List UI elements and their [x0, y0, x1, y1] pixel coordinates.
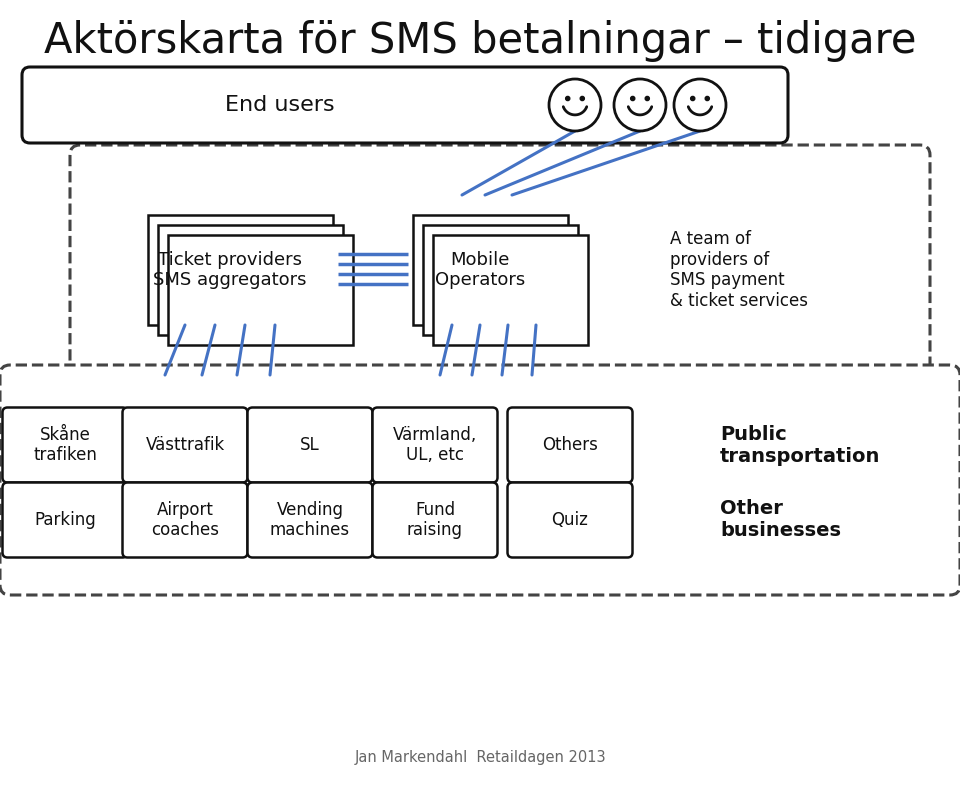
Circle shape	[706, 96, 709, 100]
Text: Parking: Parking	[35, 511, 96, 529]
Text: Vending
machines: Vending machines	[270, 501, 350, 540]
Bar	[148, 215, 332, 325]
Text: Värmland,
UL, etc: Värmland, UL, etc	[393, 426, 477, 465]
FancyBboxPatch shape	[3, 483, 128, 558]
Circle shape	[674, 79, 726, 131]
FancyBboxPatch shape	[508, 408, 633, 483]
Circle shape	[690, 96, 695, 100]
Circle shape	[580, 96, 585, 100]
FancyBboxPatch shape	[70, 145, 930, 380]
Bar	[167, 235, 352, 345]
Circle shape	[565, 96, 570, 100]
Circle shape	[645, 96, 649, 100]
FancyBboxPatch shape	[123, 483, 248, 558]
Text: Skåne
trafiken: Skåne trafiken	[33, 426, 97, 465]
Text: End users: End users	[226, 95, 335, 115]
Text: SL: SL	[300, 436, 320, 454]
Bar	[422, 225, 578, 335]
Text: Mobile
Operators: Mobile Operators	[435, 250, 525, 289]
Text: Airport
coaches: Airport coaches	[151, 501, 219, 540]
Text: A team of
providers of
SMS payment
& ticket services: A team of providers of SMS payment & tic…	[670, 230, 808, 310]
Bar	[413, 215, 567, 325]
Text: Other
businesses: Other businesses	[720, 499, 841, 540]
FancyBboxPatch shape	[22, 67, 788, 143]
FancyBboxPatch shape	[372, 483, 497, 558]
FancyBboxPatch shape	[508, 483, 633, 558]
FancyBboxPatch shape	[248, 408, 372, 483]
Circle shape	[614, 79, 666, 131]
Text: Quiz: Quiz	[552, 511, 588, 529]
FancyBboxPatch shape	[248, 483, 372, 558]
Text: Aktörskarta för SMS betalningar – tidigare: Aktörskarta för SMS betalningar – tidiga…	[44, 20, 916, 62]
FancyBboxPatch shape	[123, 408, 248, 483]
Text: Jan Markendahl  Retaildagen 2013: Jan Markendahl Retaildagen 2013	[354, 750, 606, 765]
Bar	[433, 235, 588, 345]
Text: Others: Others	[542, 436, 598, 454]
Text: Ticket providers
SMS aggregators: Ticket providers SMS aggregators	[154, 250, 307, 289]
Text: Fund
raising: Fund raising	[407, 501, 463, 540]
Text: Västtrafik: Västtrafik	[145, 436, 225, 454]
Circle shape	[549, 79, 601, 131]
Bar	[157, 225, 343, 335]
FancyBboxPatch shape	[372, 408, 497, 483]
FancyBboxPatch shape	[0, 365, 960, 595]
FancyBboxPatch shape	[3, 408, 128, 483]
Circle shape	[631, 96, 635, 100]
Text: Public
transportation: Public transportation	[720, 424, 880, 465]
